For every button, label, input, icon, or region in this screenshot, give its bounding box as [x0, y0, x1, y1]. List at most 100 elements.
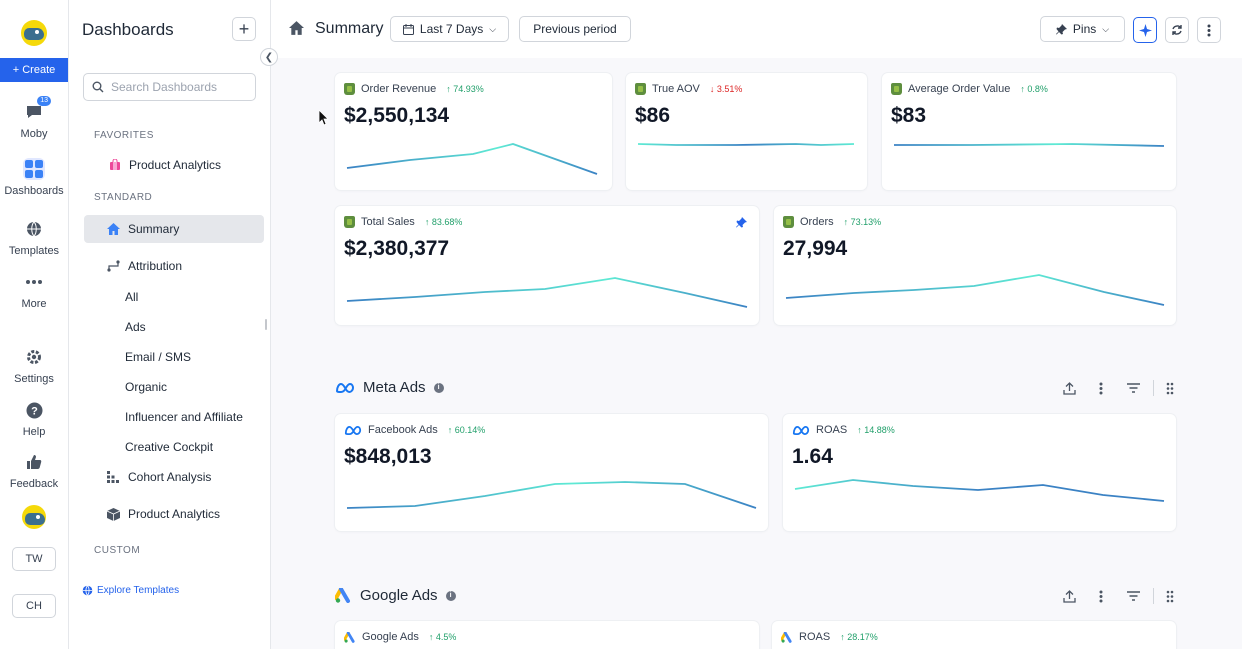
sidebar-item-ads[interactable]: Ads — [125, 320, 146, 334]
rail-item-templates[interactable]: Templates — [0, 218, 68, 257]
metric-card-facebook-ads[interactable]: Facebook Ads ↑ 60.14% $848,013 — [335, 414, 768, 531]
rail-item-moby[interactable]: 13 Moby — [0, 96, 68, 140]
filter-button[interactable] — [1117, 586, 1149, 606]
metric-title: True AOV — [652, 83, 700, 95]
shopify-icon — [635, 83, 646, 95]
standard-heading: STANDARD — [94, 192, 153, 203]
more-options-button[interactable] — [1197, 17, 1221, 43]
rail-item-help[interactable]: ? Help — [0, 399, 68, 438]
metric-value: 1.64 — [792, 445, 833, 468]
refresh-button[interactable] — [1165, 17, 1189, 43]
metric-card-google-roas[interactable]: ROAS ↑ 28.17% — [772, 621, 1176, 649]
compare-period-button[interactable]: Previous period — [519, 16, 631, 42]
section-title-label: Google Ads — [360, 587, 438, 604]
rail-label-help: Help — [22, 426, 46, 438]
rail-item-more[interactable]: More — [0, 271, 68, 310]
rail-item-dashboards[interactable]: Dashboards — [0, 158, 68, 197]
pins-dropdown[interactable]: Pins ⌵ — [1040, 16, 1125, 42]
home-icon — [289, 21, 304, 35]
sidebar-item-organic[interactable]: Organic — [125, 380, 167, 394]
chat-icon: 13 — [23, 96, 51, 123]
globe-icon — [23, 218, 45, 240]
gear-icon — [23, 346, 45, 368]
sidebar-item-favorite-product-analytics[interactable]: Product Analytics — [109, 158, 221, 172]
attribution-icon — [107, 260, 120, 272]
add-dashboard-button[interactable]: + — [232, 17, 256, 41]
metric-value: $86 — [635, 104, 671, 127]
globe-icon — [82, 585, 93, 596]
search-input[interactable] — [111, 80, 251, 94]
sidebar-item-attribution[interactable]: Attribution — [107, 259, 182, 273]
metric-card-orders[interactable]: Orders ↑ 73.13% 27,994 — [774, 206, 1176, 325]
sidebar-item-cohort-analysis[interactable]: Cohort Analysis — [107, 470, 211, 484]
collapse-sidebar-button[interactable]: ❮ — [260, 48, 278, 66]
sparkline — [785, 274, 1165, 306]
shopping-bag-icon — [110, 159, 120, 170]
create-label: + Create — [12, 64, 56, 76]
upload-icon — [1062, 589, 1076, 603]
create-button[interactable]: + Create — [0, 58, 68, 82]
metric-card-true-aov[interactable]: True AOV ↓ 3.51% $86 — [626, 73, 867, 190]
sidebar-item-all[interactable]: All — [125, 290, 138, 304]
metric-card-order-revenue[interactable]: Order Revenue ↑ 74.93% $2,550,134 — [335, 73, 612, 190]
date-range-select[interactable]: Last 7 Days ⌵ — [390, 16, 509, 42]
metric-card-average-order-value[interactable]: Average Order Value ↑ 0.8% $83 — [882, 73, 1176, 190]
brand-logo[interactable] — [21, 20, 47, 46]
sidebar-scrollbar[interactable] — [265, 319, 267, 330]
sidebar-item-label: All — [125, 290, 139, 304]
metric-change: ↑ 0.8% — [1020, 84, 1048, 94]
rail-label-settings: Settings — [14, 373, 54, 385]
ai-sparkle-button[interactable] — [1133, 17, 1157, 43]
sidebar-item-label: Organic — [125, 380, 168, 394]
drag-handle[interactable] — [1158, 586, 1182, 606]
filter-button[interactable] — [1117, 378, 1149, 398]
mouse-cursor-icon — [319, 110, 329, 126]
rail-item-feedback[interactable]: Feedback — [0, 451, 68, 490]
export-button[interactable] — [1053, 378, 1085, 398]
dashboards-sidebar: Dashboards + ❮ FAVORITES Product Analyti… — [69, 0, 278, 649]
shopify-icon — [891, 83, 902, 95]
export-button[interactable] — [1053, 586, 1085, 606]
sidebar-item-creative-cockpit[interactable]: Creative Cockpit — [125, 440, 213, 454]
rail-item-settings[interactable]: Settings — [0, 346, 68, 385]
sidebar-item-product-analytics[interactable]: Product Analytics — [107, 507, 220, 521]
workspace-logo[interactable] — [22, 505, 46, 529]
workspace-tw-button[interactable]: TW — [12, 547, 56, 571]
metric-title: Facebook Ads — [368, 424, 438, 436]
main-content: Summary Last 7 Days ⌵ Previous period Pi… — [271, 0, 1242, 649]
date-range-label: Last 7 Days — [419, 22, 484, 36]
metric-title: ROAS — [816, 424, 848, 436]
home-icon — [107, 223, 120, 235]
sidebar-item-label: Product Analytics — [128, 507, 221, 521]
search-dashboards[interactable] — [83, 73, 256, 101]
sidebar-title: Dashboards — [82, 20, 174, 39]
meta-section-tools — [1053, 378, 1182, 398]
sidebar-item-summary[interactable]: Summary — [84, 215, 264, 243]
workspace-ch-button[interactable]: CH — [12, 594, 56, 618]
kebab-icon — [1099, 382, 1103, 394]
metric-card-total-sales[interactable]: Total Sales ↑ 83.68% $2,380,377 — [335, 206, 759, 325]
metric-card-meta-roas[interactable]: ROAS ↑ 14.88% 1.64 — [783, 414, 1176, 531]
info-icon[interactable]: i — [445, 590, 456, 601]
explore-templates-link[interactable]: Explore Templates — [82, 585, 179, 596]
metric-title: Google Ads — [362, 631, 419, 643]
sidebar-item-label: Attribution — [128, 259, 183, 273]
explore-templates-label: Explore Templates — [97, 585, 180, 596]
sidebar-item-influencer[interactable]: Influencer and Affiliate — [125, 410, 243, 424]
filter-icon — [1126, 591, 1140, 601]
divider — [1153, 380, 1154, 396]
metric-change: ↑ 73.13% — [843, 217, 882, 227]
sparkline — [794, 479, 1165, 502]
sidebar-item-email-sms[interactable]: Email / SMS — [125, 350, 191, 364]
info-icon[interactable]: i — [433, 382, 444, 393]
metric-change: ↑ 14.88% — [857, 425, 895, 435]
section-title-label: Meta Ads — [363, 379, 426, 396]
pinned-icon[interactable] — [736, 217, 747, 228]
section-menu-button[interactable] — [1085, 586, 1117, 606]
section-menu-button[interactable] — [1085, 378, 1117, 398]
drag-handle[interactable] — [1158, 378, 1182, 398]
metric-card-google-ads[interactable]: Google Ads ↑ 4.5% — [335, 621, 759, 649]
sidebar-item-label: Influencer and Affiliate — [125, 410, 243, 424]
help-icon: ? — [23, 399, 45, 421]
